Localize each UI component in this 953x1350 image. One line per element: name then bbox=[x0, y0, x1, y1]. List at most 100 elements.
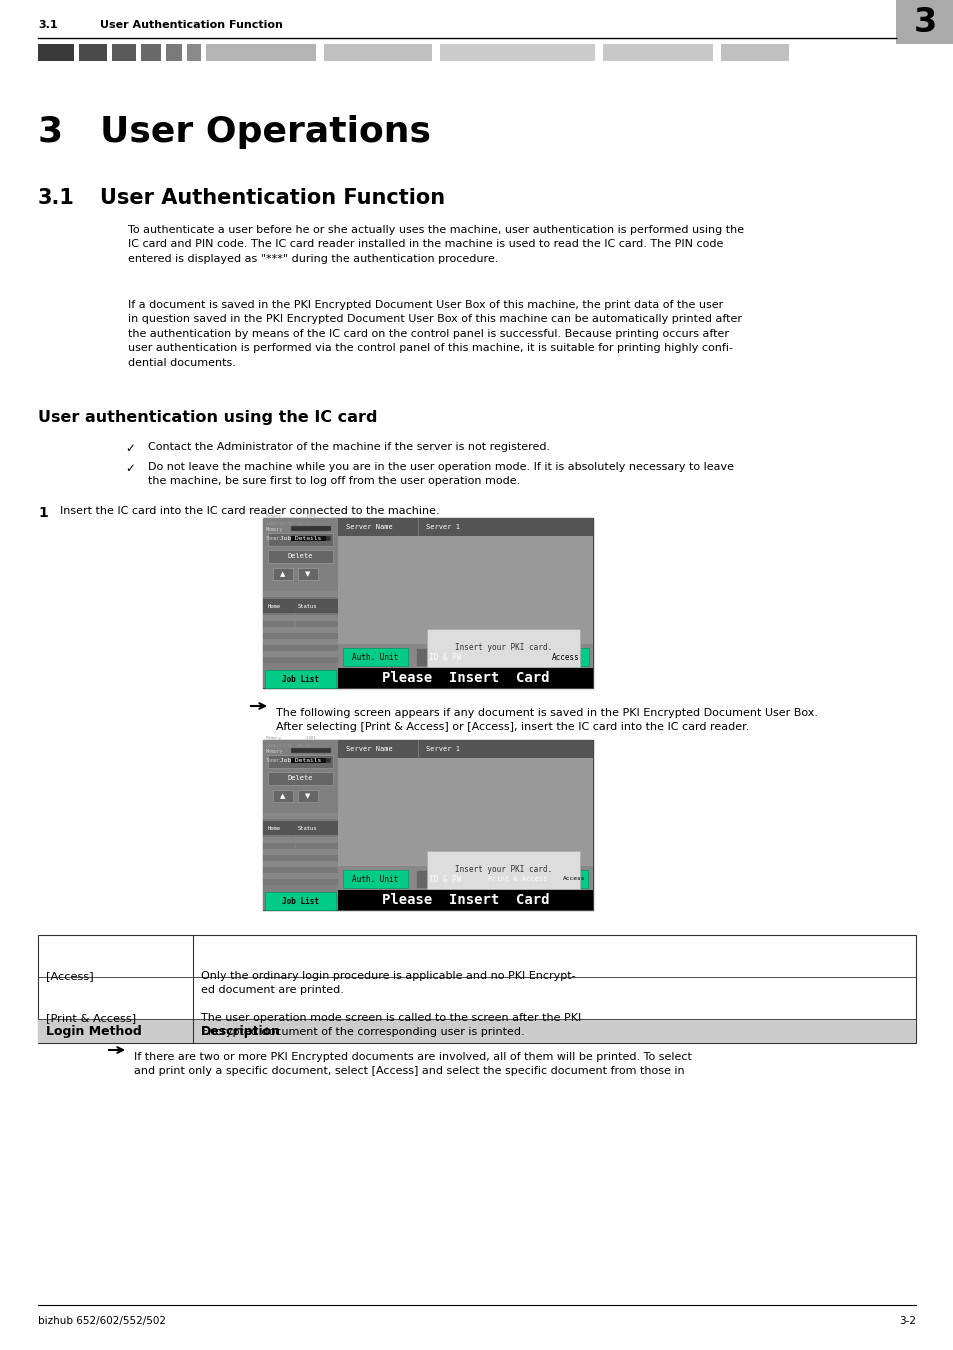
Bar bbox=[263, 855, 337, 861]
Bar bbox=[602, 45, 712, 61]
Text: Delete: Delete bbox=[288, 554, 313, 559]
Bar bbox=[268, 772, 333, 784]
Text: Access: Access bbox=[552, 652, 579, 662]
Bar bbox=[337, 536, 593, 644]
Text: 1: 1 bbox=[38, 506, 48, 520]
Bar bbox=[481, 869, 554, 888]
Bar bbox=[187, 45, 201, 61]
Bar bbox=[427, 629, 579, 667]
Bar bbox=[38, 936, 915, 1044]
Bar bbox=[263, 867, 337, 873]
Text: If there are two or more PKI Encrypted documents are involved, all of them will : If there are two or more PKI Encrypted d… bbox=[133, 1052, 691, 1062]
Text: Please  Insert  Card: Please Insert Card bbox=[381, 671, 549, 684]
Bar bbox=[263, 639, 337, 645]
Bar bbox=[268, 755, 333, 768]
Text: 3.1: 3.1 bbox=[38, 20, 57, 30]
Bar bbox=[268, 549, 333, 563]
Bar bbox=[297, 568, 317, 580]
Text: Server 1: Server 1 bbox=[426, 524, 459, 531]
Text: Server Name: Server Name bbox=[346, 524, 393, 531]
Bar bbox=[559, 869, 587, 888]
Bar bbox=[263, 621, 337, 626]
Bar bbox=[337, 668, 593, 688]
Bar bbox=[263, 609, 337, 616]
Text: Server 1: Server 1 bbox=[426, 747, 459, 752]
Bar bbox=[297, 790, 317, 802]
Bar bbox=[720, 45, 788, 61]
Text: Job List: Job List bbox=[282, 675, 318, 683]
Bar bbox=[263, 813, 337, 819]
Text: Auth. Unit: Auth. Unit bbox=[352, 875, 397, 883]
Bar bbox=[263, 616, 337, 621]
Text: and print only a specific document, select [Access] and select the specific docu: and print only a specific document, sele… bbox=[133, 1066, 684, 1076]
Text: ▲: ▲ bbox=[280, 571, 285, 576]
Bar bbox=[895, 0, 953, 45]
Text: ▼: ▼ bbox=[305, 792, 311, 799]
Bar bbox=[324, 45, 432, 61]
Bar bbox=[263, 837, 337, 842]
Text: The user operation mode screen is called to the screen after the PKI
Encrypted d: The user operation mode screen is called… bbox=[201, 1012, 580, 1037]
Text: Home: Home bbox=[268, 603, 281, 609]
Text: Server Name: Server Name bbox=[346, 747, 393, 752]
Text: Description: Description bbox=[201, 1025, 281, 1038]
Text: The following screen appears if any document is saved in the PKI Encrypted Docum: The following screen appears if any docu… bbox=[275, 707, 817, 718]
Bar bbox=[263, 518, 337, 688]
Text: ▼: ▼ bbox=[305, 571, 311, 576]
Bar bbox=[542, 648, 588, 666]
Bar bbox=[38, 1019, 915, 1044]
Bar bbox=[263, 591, 337, 597]
Bar bbox=[291, 757, 326, 763]
Text: Memory          1001: Memory 1001 bbox=[266, 514, 315, 518]
Bar bbox=[268, 533, 333, 545]
Bar bbox=[265, 670, 335, 688]
Text: Job List: Job List bbox=[282, 896, 318, 906]
Text: Memory: Memory bbox=[266, 748, 283, 753]
Bar bbox=[263, 821, 337, 836]
Text: Status: Status bbox=[297, 603, 317, 609]
Bar bbox=[263, 879, 337, 886]
Text: User Authentication Function: User Authentication Function bbox=[100, 20, 283, 30]
Bar bbox=[263, 832, 337, 837]
Bar bbox=[38, 45, 74, 61]
Bar bbox=[263, 651, 337, 657]
Bar bbox=[263, 599, 337, 613]
Text: Please  Insert  Card: Please Insert Card bbox=[381, 892, 549, 907]
Text: Memory: Memory bbox=[266, 526, 283, 532]
Text: To authenticate a user before he or she actually uses the machine, user authenti: To authenticate a user before he or she … bbox=[128, 225, 743, 263]
Text: Insert your PKI card.: Insert your PKI card. bbox=[455, 644, 552, 652]
Bar bbox=[337, 865, 593, 890]
Text: ID & PW: ID & PW bbox=[428, 652, 460, 662]
Bar bbox=[337, 890, 593, 910]
Text: Memory          1001: Memory 1001 bbox=[266, 736, 315, 740]
Bar bbox=[79, 45, 107, 61]
Bar bbox=[337, 740, 593, 757]
Bar bbox=[263, 873, 337, 879]
Text: ▲: ▲ bbox=[280, 792, 285, 799]
Bar bbox=[263, 645, 337, 651]
Text: ✓: ✓ bbox=[125, 462, 134, 475]
Text: ID & PW: ID & PW bbox=[428, 875, 460, 883]
Text: User Authentication Function: User Authentication Function bbox=[100, 188, 445, 208]
Bar bbox=[166, 45, 182, 61]
Bar bbox=[273, 790, 293, 802]
Text: Insert the IC card into the IC card reader connected to the machine.: Insert the IC card into the IC card read… bbox=[60, 506, 439, 516]
Text: 3.1: 3.1 bbox=[38, 188, 74, 208]
Bar bbox=[263, 825, 337, 832]
Bar bbox=[263, 657, 337, 663]
Text: Do not leave the machine while you are in the user operation mode. If it is abso: Do not leave the machine while you are i… bbox=[148, 462, 733, 486]
Text: 3: 3 bbox=[38, 115, 63, 148]
Bar bbox=[141, 45, 161, 61]
Bar bbox=[263, 861, 337, 867]
Text: 2006/11/10  08:15: 2006/11/10 08:15 bbox=[266, 522, 311, 526]
Bar bbox=[263, 849, 337, 855]
Bar bbox=[343, 869, 408, 888]
Text: Job Details: Job Details bbox=[279, 759, 321, 764]
Text: After selecting [Print & Access] or [Access], insert the IC card into the IC car: After selecting [Print & Access] or [Acc… bbox=[275, 722, 749, 732]
Text: If a document is saved in the PKI Encrypted Document User Box of this machine, t: If a document is saved in the PKI Encryp… bbox=[128, 300, 741, 367]
Bar bbox=[337, 518, 593, 536]
Text: Only the ordinary login procedure is applicable and no PKI Encrypt-
ed document : Only the ordinary login procedure is app… bbox=[201, 971, 575, 995]
Bar bbox=[206, 45, 315, 61]
Text: bizhub 652/602/552/502: bizhub 652/602/552/502 bbox=[38, 1316, 166, 1326]
Bar bbox=[343, 648, 408, 666]
Text: Delete: Delete bbox=[288, 775, 313, 782]
